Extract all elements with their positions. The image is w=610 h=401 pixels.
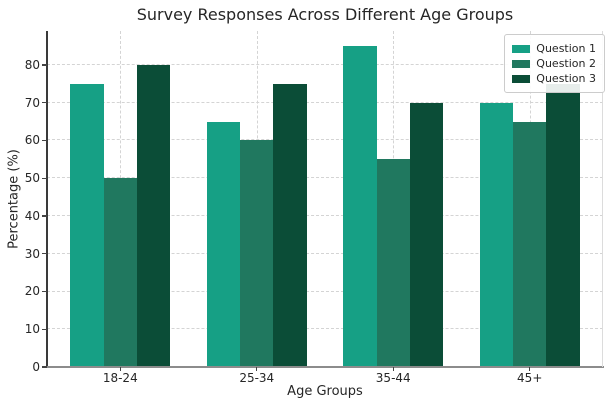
bar-question-3-25-34 bbox=[273, 83, 307, 367]
bar-question-2-35-44 bbox=[376, 159, 410, 367]
bar-question-1-18-24 bbox=[70, 83, 104, 367]
chart-title: Survey Responses Across Different Age Gr… bbox=[136, 5, 514, 24]
bar-question-1-45 bbox=[479, 102, 513, 367]
legend-swatch-question-3 bbox=[512, 74, 531, 83]
gridline-y-50 bbox=[47, 177, 603, 179]
x-axis-label: Age Groups bbox=[287, 384, 363, 399]
bar-question-1-25-34 bbox=[206, 121, 241, 367]
ytick-mark-10 bbox=[42, 328, 47, 330]
left-spine bbox=[46, 31, 48, 367]
bar-question-3-18-24 bbox=[136, 64, 171, 367]
ytick-mark-70 bbox=[42, 102, 47, 104]
legend-item-question-2: Question 2 bbox=[512, 57, 596, 70]
ytick-label-70: 70 bbox=[24, 95, 40, 110]
gridline-y-10 bbox=[47, 328, 603, 330]
bar-question-3-45 bbox=[546, 83, 580, 367]
gridline-y-80 bbox=[47, 63, 603, 65]
ytick-label-0: 0 bbox=[32, 360, 40, 374]
gridline-y-70 bbox=[47, 101, 603, 103]
bar-question-1-35-44 bbox=[343, 46, 377, 367]
legend-label-question-3: Question 3 bbox=[536, 72, 596, 85]
xtick-label-25-34: 25-34 bbox=[239, 371, 275, 385]
xtick-mark-25-34 bbox=[256, 367, 258, 371]
ytick-mark-30 bbox=[42, 253, 47, 255]
xtick-mark-35-44 bbox=[392, 367, 394, 371]
ytick-mark-50 bbox=[42, 177, 47, 179]
legend-swatch-question-1 bbox=[512, 44, 531, 53]
legend-item-question-1: Question 1 bbox=[512, 42, 596, 55]
ytick-label-20: 20 bbox=[24, 284, 40, 299]
xtick-label-18-24: 18-24 bbox=[102, 371, 138, 385]
gridline-y-40 bbox=[47, 215, 603, 216]
y-axis-label: Percentage (%) bbox=[6, 149, 22, 249]
plot-area: Question 1 Question 2 Question 3 bbox=[46, 31, 605, 368]
legend-swatch-question-2 bbox=[512, 59, 531, 68]
ytick-label-40: 40 bbox=[24, 208, 40, 223]
legend-label-question-1: Question 1 bbox=[536, 42, 596, 55]
bar-question-2-25-34 bbox=[240, 140, 274, 367]
gridline-y-20 bbox=[47, 290, 603, 292]
xtick-mark-18-24 bbox=[119, 367, 121, 371]
ytick-mark-60 bbox=[42, 139, 47, 142]
ytick-mark-40 bbox=[42, 215, 47, 217]
bar-question-2-18-24 bbox=[103, 178, 137, 367]
ytick-mark-80 bbox=[42, 64, 47, 66]
gridline-y-60 bbox=[47, 139, 603, 141]
ytick-label-30: 30 bbox=[24, 246, 40, 261]
bottom-spine bbox=[46, 366, 604, 368]
xtick-label-35-44: 35-44 bbox=[375, 371, 411, 385]
legend-item-question-3: Question 3 bbox=[512, 72, 596, 85]
legend: Question 1 Question 2 Question 3 bbox=[504, 34, 605, 93]
ytick-label-60: 60 bbox=[24, 133, 40, 148]
ytick-label-80: 80 bbox=[24, 57, 40, 72]
xtick-label-45: 45+ bbox=[517, 371, 543, 385]
legend-label-question-2: Question 2 bbox=[536, 57, 596, 70]
gridline-y-30 bbox=[47, 252, 603, 254]
xtick-mark-45 bbox=[529, 367, 531, 371]
ytick-label-10: 10 bbox=[24, 322, 40, 337]
bar-question-2-45 bbox=[513, 121, 547, 367]
ytick-mark-20 bbox=[42, 290, 47, 293]
ytick-mark-0 bbox=[42, 366, 47, 368]
right-spine bbox=[602, 31, 603, 367]
bar-question-3-35-44 bbox=[409, 102, 444, 367]
ytick-label-50: 50 bbox=[24, 171, 40, 186]
